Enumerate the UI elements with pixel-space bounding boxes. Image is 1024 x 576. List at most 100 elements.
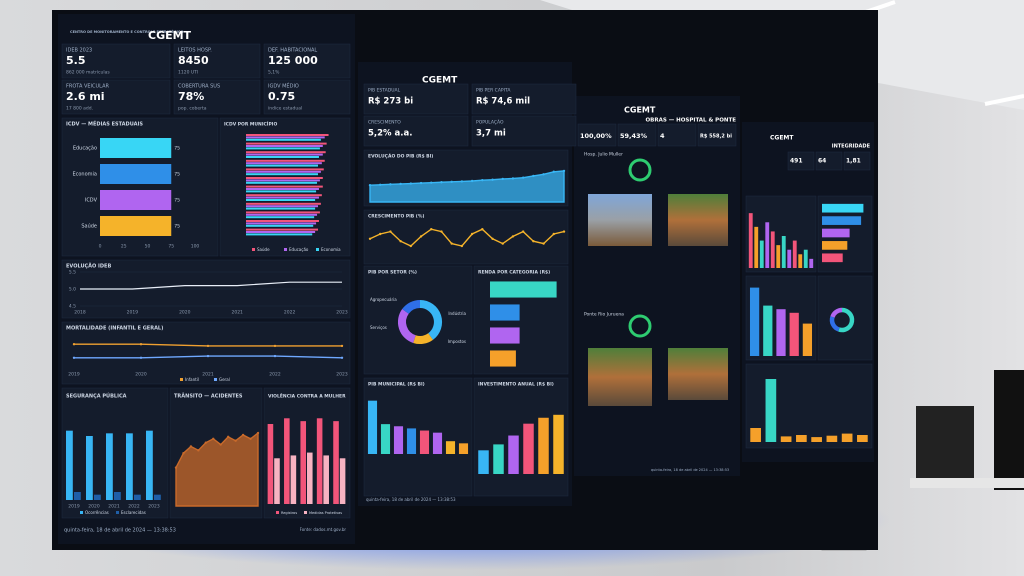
bar: [857, 435, 868, 442]
point: [379, 232, 382, 236]
legend-label: Educação: [289, 247, 309, 252]
chart-title: EVOLUÇÃO IDEB: [66, 263, 111, 270]
legend-label: Esclarecidas: [121, 510, 146, 515]
x-tick-label: 2023: [336, 310, 348, 316]
kpi-value: 491: [790, 158, 803, 165]
bar: [246, 156, 319, 158]
category-label: Serviços: [370, 325, 387, 330]
bar: [246, 173, 318, 176]
chart-title: MORTALIDADE (INFANTIL E GERAL): [66, 326, 163, 332]
bar: [796, 435, 807, 442]
point: [460, 180, 464, 183]
kpi-note: 5,1%: [268, 70, 280, 76]
bar: [246, 199, 316, 201]
bar: [811, 437, 822, 442]
bar: [333, 421, 339, 504]
point: [226, 435, 230, 439]
point: [340, 356, 344, 359]
kpi-value: 2.6 mi: [66, 90, 105, 103]
point: [542, 242, 545, 245]
point: [481, 178, 484, 182]
bar: [780, 436, 792, 442]
x-tick-label: 2022: [128, 504, 140, 510]
point: [256, 431, 260, 435]
bar: [246, 220, 319, 222]
card: [815, 151, 843, 171]
card: [263, 43, 351, 79]
card: [363, 265, 473, 375]
bar: [789, 312, 799, 356]
legend-swatch: [252, 248, 255, 251]
bar: [802, 323, 813, 356]
gauge: [628, 314, 652, 338]
bar: [246, 168, 324, 171]
kpi-label: IDEB 2023: [66, 48, 92, 54]
chart-title: PIB POR SETOR (%): [368, 270, 417, 276]
point: [182, 452, 185, 455]
point: [501, 242, 504, 245]
kpi-value: 8450: [178, 54, 209, 67]
point: [481, 228, 484, 231]
x-tick-label: 2021: [231, 310, 243, 316]
kpi-value: 100,00%: [580, 132, 612, 140]
point: [491, 178, 494, 181]
x-tick-label: 50: [145, 244, 151, 250]
legend-swatch: [316, 248, 319, 251]
donut-slice: [829, 316, 840, 332]
panel-title: INTEGRIDADE: [832, 144, 871, 150]
kpi-value: 4: [660, 132, 665, 140]
bar: [246, 147, 320, 150]
card: [617, 123, 657, 147]
bar: [508, 435, 519, 474]
bar: [246, 177, 323, 179]
bar: [787, 249, 792, 268]
bar: [66, 430, 73, 500]
header: CENTRO DE MONITORAMENTO E CONTROLE ESTRA…: [70, 29, 183, 34]
bar: [458, 443, 469, 454]
bar: [307, 452, 313, 504]
bar: [100, 190, 172, 210]
panel-title: OBRAS — HOSPITAL & PONTE: [646, 118, 737, 124]
bar: [246, 228, 318, 231]
legend-label: Ocorrências: [85, 510, 109, 515]
point: [204, 441, 208, 444]
kpi-value: R$ 74,6 mil: [476, 97, 530, 107]
photo: [588, 194, 652, 246]
bar: [246, 205, 318, 208]
point: [368, 184, 372, 187]
chart-title: TRÂNSITO — ACIDENTES: [174, 393, 243, 400]
bar: [553, 414, 564, 474]
bar: [763, 305, 773, 356]
point: [491, 237, 494, 240]
bar: [246, 136, 325, 139]
kpi-label: FROTA VEICULAR: [66, 84, 109, 90]
x-tick-label: 100: [191, 244, 200, 250]
kpi-value: 64: [818, 158, 826, 165]
point: [409, 182, 413, 185]
category-label: Saúde: [81, 223, 97, 230]
card: [263, 79, 351, 115]
legend-swatch: [276, 511, 279, 514]
bar: [765, 222, 770, 268]
bar: [822, 203, 864, 213]
x-tick-label: 2020: [179, 310, 191, 316]
bar: [94, 494, 101, 500]
chart-title: VIOLÊNCIA CONTRA A MULHER: [268, 392, 346, 400]
photo: [668, 348, 728, 400]
kpi-note: 1120 UTI: [178, 70, 198, 76]
bar: [246, 179, 320, 182]
y-tick-label: 5.5: [69, 270, 76, 276]
card: [843, 151, 871, 171]
footer: quinta-feira, 18 de abril de 2024 — 13:3…: [366, 497, 456, 502]
chart-title: PIB MUNICIPAL (R$ BI): [368, 382, 425, 388]
category-label: Educação: [73, 146, 97, 152]
point: [440, 230, 443, 233]
chart-title: ICDV POR MUNICÍPIO: [224, 120, 277, 128]
bar: [246, 153, 323, 156]
bar: [490, 304, 520, 321]
bar: [380, 424, 391, 454]
point: [189, 445, 193, 448]
x-tick-label: 2022: [269, 372, 281, 378]
kpi-value: 5.5: [66, 54, 86, 67]
donut-slice: [397, 309, 417, 343]
